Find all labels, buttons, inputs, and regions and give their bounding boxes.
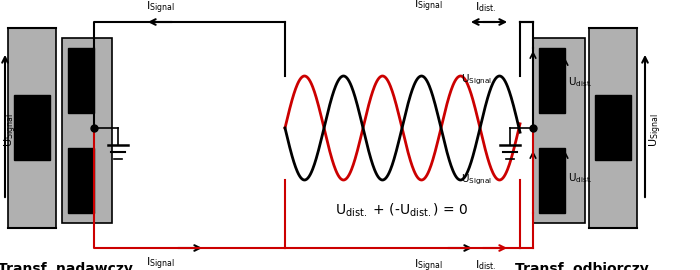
Text: U$_{\rm Signal}$: U$_{\rm Signal}$ (648, 113, 664, 147)
Bar (589, 28, 637, 228)
Text: Transf. odbiorczy: Transf. odbiorczy (515, 262, 649, 270)
Text: I$_{\rm Signal}$: I$_{\rm Signal}$ (414, 258, 443, 270)
Text: I$_{\rm dist.}$: I$_{\rm dist.}$ (475, 258, 496, 270)
Text: I$_{\rm Signal}$: I$_{\rm Signal}$ (146, 0, 174, 16)
Bar (533, 38, 585, 223)
Bar (539, 148, 565, 213)
Bar (68, 148, 94, 213)
Text: U$_{\rm Signal}$: U$_{\rm Signal}$ (461, 73, 492, 87)
Text: U$_{\rm Signal}$: U$_{\rm Signal}$ (461, 173, 492, 187)
Bar (68, 48, 94, 113)
Text: U$_{\rm dist.}$: U$_{\rm dist.}$ (568, 75, 592, 89)
Text: I$_{\rm Signal}$: I$_{\rm Signal}$ (146, 256, 174, 270)
Bar (8, 28, 56, 228)
Text: U$_{\rm Signal}$: U$_{\rm Signal}$ (3, 113, 20, 147)
Text: U$_{\rm dist.}$: U$_{\rm dist.}$ (568, 171, 592, 185)
Bar (14, 95, 50, 160)
Bar (539, 48, 565, 113)
Text: I$_{\rm Signal}$: I$_{\rm Signal}$ (414, 0, 443, 14)
Text: I$_{\rm dist.}$: I$_{\rm dist.}$ (475, 0, 496, 14)
Bar (62, 38, 112, 223)
Text: Transf. nadawczy: Transf. nadawczy (0, 262, 132, 270)
Text: U$_{\rm dist.}$ + (-U$_{\rm dist.}$) = 0: U$_{\rm dist.}$ + (-U$_{\rm dist.}$) = 0 (335, 201, 469, 219)
Bar (595, 95, 631, 160)
